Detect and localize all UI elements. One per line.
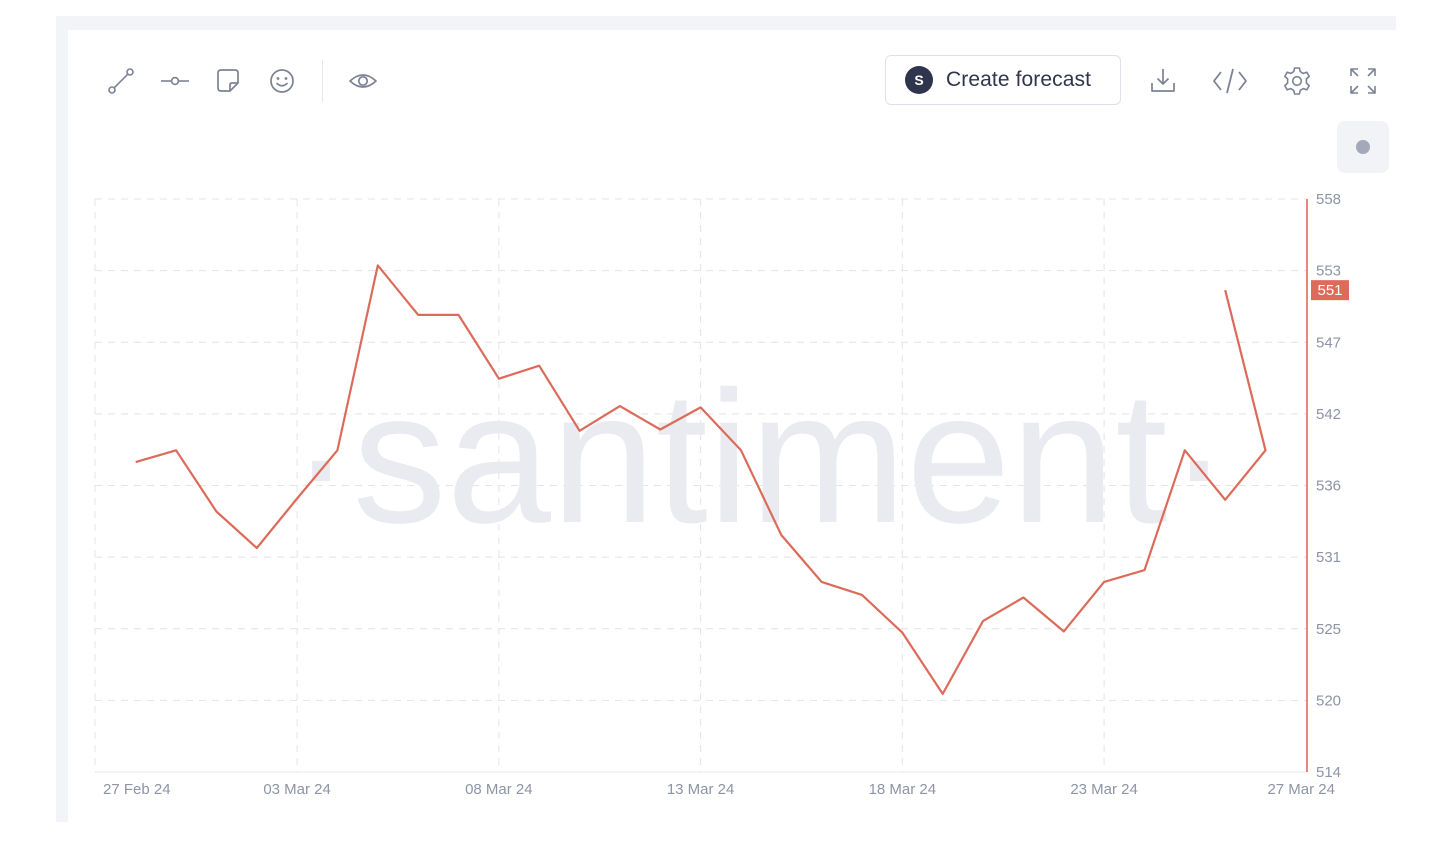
settings-button[interactable] (1281, 65, 1313, 97)
y-tick-label: 514 (1316, 764, 1341, 781)
frame-border-top (56, 16, 1396, 30)
y-tick-label: 520 (1316, 692, 1341, 709)
forecast-logo-icon: S (905, 66, 933, 94)
gear-icon (1284, 67, 1310, 95)
note-tool-button[interactable] (213, 66, 243, 96)
eye-icon (349, 74, 377, 88)
y-tick-label: 531 (1316, 549, 1341, 566)
x-tick-label: 27 Feb 24 (103, 781, 171, 798)
line-tool-button[interactable] (106, 66, 136, 96)
dot-icon (1356, 140, 1370, 154)
frame-border-left (56, 16, 68, 822)
line-segment-icon (108, 68, 134, 94)
emoji-tool-button[interactable] (267, 66, 297, 96)
x-tick-label: 18 Mar 24 (869, 781, 937, 798)
x-tick-label: 13 Mar 24 (667, 781, 735, 798)
embed-button[interactable] (1212, 64, 1248, 98)
sticky-note-icon (217, 69, 239, 92)
create-forecast-label: Create forecast (946, 68, 1092, 91)
y-tick-label: 525 (1316, 621, 1341, 638)
horizontal-line-icon (161, 76, 189, 86)
y-tick-label: 558 (1316, 191, 1341, 208)
chart-options-toggle[interactable] (1337, 121, 1389, 173)
x-tick-label: 27 Mar 24 (1267, 781, 1335, 798)
y-tick-label: 553 (1316, 263, 1341, 280)
code-icon (1213, 68, 1247, 94)
x-tick-label: 08 Mar 24 (465, 781, 533, 798)
horizontal-ray-tool-button[interactable] (160, 66, 190, 96)
last-value-label: 551 (1317, 282, 1342, 299)
chart-axes: 558 553 547 542 536 531 525 520 514 27 Feb 24 03 M… (95, 191, 1349, 798)
create-forecast-button[interactable]: S Create forecast (885, 55, 1121, 105)
series-line (135, 264, 1267, 696)
chart-grid (94, 198, 1307, 772)
toolbar-divider (322, 60, 323, 102)
x-tick-label: 23 Mar 24 (1070, 781, 1138, 798)
chart-panel (68, 30, 1396, 822)
last-value-badge (1311, 280, 1349, 301)
visibility-toggle-button[interactable] (348, 66, 378, 96)
smiley-icon (270, 69, 294, 93)
download-icon (1151, 69, 1175, 92)
series-layer (135, 264, 1267, 696)
download-button[interactable] (1148, 66, 1178, 96)
fullscreen-button[interactable] (1348, 66, 1378, 96)
x-tick-label: 03 Mar 24 (263, 781, 331, 798)
watermark: ·santiment· (290, 352, 1230, 562)
y-tick-label: 547 (1316, 334, 1341, 351)
expand-icon (1350, 68, 1376, 94)
y-tick-label: 542 (1316, 406, 1341, 423)
y-tick-label: 536 (1316, 478, 1341, 495)
